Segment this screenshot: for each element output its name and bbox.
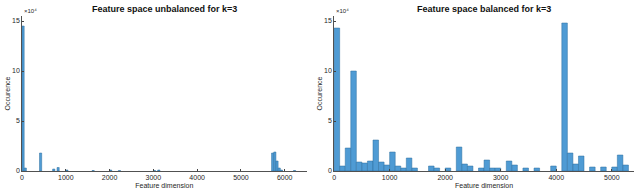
svg-text:5: 5 xyxy=(328,117,332,124)
svg-text:4000: 4000 xyxy=(189,174,205,181)
svg-text:0: 0 xyxy=(328,167,332,174)
svg-text:5: 5 xyxy=(16,117,20,124)
svg-text:1000: 1000 xyxy=(382,174,398,181)
svg-text:10: 10 xyxy=(12,67,20,74)
svg-text:0: 0 xyxy=(20,174,24,181)
svg-text:5000: 5000 xyxy=(233,174,249,181)
svg-text:5000: 5000 xyxy=(604,174,620,181)
svg-text:Feature space unbalanced for k: Feature space unbalanced for k=3 xyxy=(92,4,237,14)
svg-text:×10⁴: ×10⁴ xyxy=(24,8,37,14)
svg-text:Feature dimension: Feature dimension xyxy=(455,182,513,189)
svg-text:15: 15 xyxy=(12,17,20,24)
svg-text:3000: 3000 xyxy=(146,174,162,181)
svg-text:Occurence: Occurence xyxy=(4,76,11,110)
svg-text:Occurence: Occurence xyxy=(316,76,323,110)
svg-text:1000: 1000 xyxy=(58,174,74,181)
svg-text:10: 10 xyxy=(324,67,332,74)
svg-text:Feature dimension: Feature dimension xyxy=(135,182,193,189)
svg-text:2000: 2000 xyxy=(437,174,453,181)
svg-text:Feature space balanced for k=3: Feature space balanced for k=3 xyxy=(417,4,551,14)
svg-text:6000: 6000 xyxy=(277,174,293,181)
svg-text:3000: 3000 xyxy=(493,174,509,181)
svg-text:0: 0 xyxy=(332,174,336,181)
svg-text:15: 15 xyxy=(324,17,332,24)
svg-text:×10⁴: ×10⁴ xyxy=(336,8,349,14)
svg-text:4000: 4000 xyxy=(548,174,564,181)
svg-text:0: 0 xyxy=(16,167,20,174)
svg-text:2000: 2000 xyxy=(102,174,118,181)
